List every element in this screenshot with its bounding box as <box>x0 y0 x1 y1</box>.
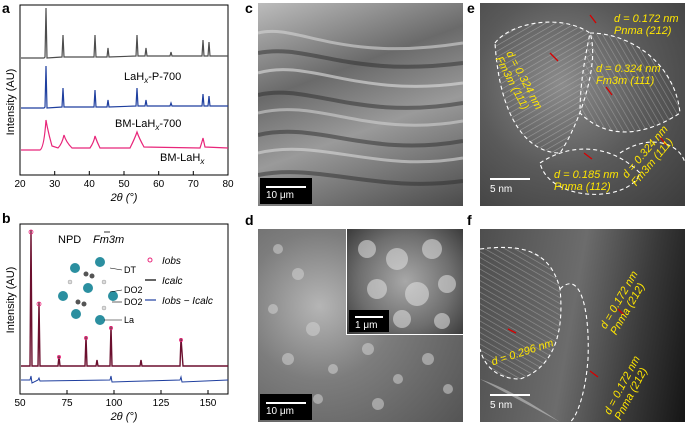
scale-bar-c: 10 μm <box>260 178 312 204</box>
xrd-plot: Intensity (AU) 20 30 40 50 60 70 80 2θ (… <box>5 4 234 204</box>
panel-letter-e: e <box>467 0 475 16</box>
npd-diff-trace <box>21 375 229 384</box>
atom-label-la: La <box>124 315 134 325</box>
legend-obs: Iobs <box>162 256 181 267</box>
scale-label-d-inset: 1 μm <box>355 320 378 331</box>
atom-label-do2-2: DO2 <box>124 297 143 307</box>
tem-e-anno-1: d = 0.172 nm Pnma (212) <box>614 13 679 37</box>
xrd-tick-70: 70 <box>188 179 200 190</box>
panel-letter-b: b <box>2 210 11 226</box>
npd-obs-points <box>28 229 183 359</box>
npd-plot: Intensity (AU) 50 75 100 125 150 2θ (°) … <box>5 223 229 423</box>
legend-diff: Iobs − Icalc <box>162 296 213 307</box>
panel-letter-d: d <box>245 212 254 228</box>
npd-tick-75: 75 <box>61 398 73 409</box>
xrd-label-lahx-p-700: LaHx-P-700 <box>124 71 181 85</box>
tem-overlay-f <box>480 246 625 422</box>
npd-label: NPD <box>58 234 81 246</box>
xrd-tick-20: 20 <box>14 179 26 190</box>
npd-calc-trace <box>21 229 228 367</box>
scale-bar-d: 10 μm <box>260 394 312 420</box>
scale-bar-d-inset: 1 μm <box>349 310 389 332</box>
npd-xlabel: 2θ (°) <box>110 411 138 423</box>
sem-texture-c <box>258 29 463 186</box>
tem-image-f: d = 0.296 nm d = 0.172 nm Pnma (212) d = … <box>480 229 685 422</box>
legend-calc: Icalc <box>162 276 183 287</box>
xrd-trace-bm-lahx-700 <box>21 65 228 109</box>
xrd-ylabel: Intensity (AU) <box>5 69 17 136</box>
xrd-tick-60: 60 <box>153 179 165 190</box>
panel-letter-f: f <box>467 212 472 228</box>
xrd-tick-40: 40 <box>84 179 96 190</box>
scale-label-d: 10 μm <box>266 406 294 417</box>
xrd-tick-30: 30 <box>49 179 61 190</box>
xrd-tick-80: 80 <box>222 179 234 190</box>
xrd-label-bm-lahx-700: BM-LaHx-700 <box>115 118 181 132</box>
tem-e-anno-5: d = 0.185 nm Pnma (112) <box>554 169 619 193</box>
xrd-xlabel: 2θ (°) <box>110 192 138 204</box>
tem-overlay-e <box>494 14 685 195</box>
npd-tick-150: 150 <box>200 398 217 409</box>
sem-inset-d: 1 μm <box>346 229 463 335</box>
npd-tick-50: 50 <box>14 398 26 409</box>
npd-x-ticks: 50 75 100 125 150 <box>14 390 217 409</box>
xrd-trace-bm-lahx <box>21 119 229 151</box>
panel-letter-a: a <box>2 0 10 16</box>
xrd-x-ticks: 20 30 40 50 60 70 80 <box>14 171 234 190</box>
npd-tick-125: 125 <box>153 398 170 409</box>
npd-space-group: Fm3m <box>93 234 124 246</box>
panel-letter-c: c <box>245 0 253 16</box>
sem-texture-d <box>268 244 453 410</box>
npd-ylabel: Intensity (AU) <box>5 267 17 334</box>
atom-label-dt: DT <box>124 265 136 275</box>
scale-label-f: 5 nm <box>490 400 513 411</box>
npd-tick-100: 100 <box>106 398 123 409</box>
tem-image-e: d = 0.172 nm Pnma (212) d = 0.324 nm Fm3m … <box>480 3 685 206</box>
scale-bar-e: 5 nm <box>490 178 534 200</box>
sem-image-d: 1 μm 10 μm <box>258 229 463 422</box>
scale-label-c: 10 μm <box>266 190 294 201</box>
legend-obs-marker <box>147 257 153 263</box>
crystal-structure <box>58 257 123 325</box>
scale-label-e: 5 nm <box>490 184 513 195</box>
xrd-label-bm-lahx: BM-LaHx <box>160 152 205 166</box>
atom-label-do2-1: DO2 <box>124 285 143 295</box>
tem-e-anno-3: d = 0.324 nm Fm3m (111) <box>596 63 661 87</box>
xrd-trace-lahx-p-700 <box>21 7 228 59</box>
sem-inset-texture <box>358 239 456 329</box>
sem-image-c: 10 μm <box>258 3 463 206</box>
scale-bar-f: 5 nm <box>490 394 534 416</box>
xrd-tick-50: 50 <box>118 179 130 190</box>
